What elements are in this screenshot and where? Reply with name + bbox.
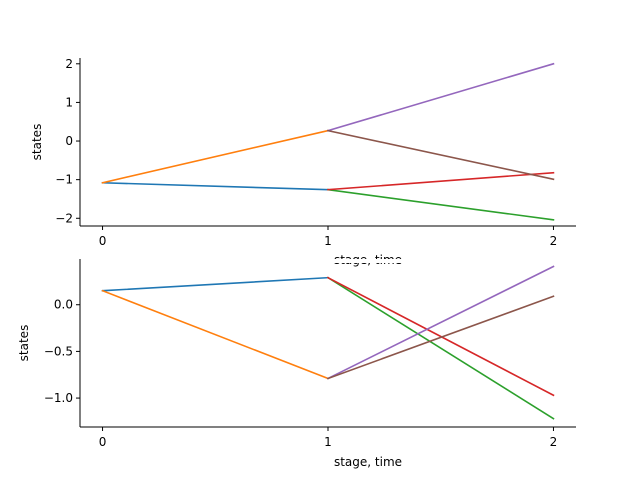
y-tick-label: −2 [55, 211, 73, 225]
series-line-1 [101, 181, 329, 191]
series-line-2 [101, 129, 329, 184]
y-tick-label: −1.0 [44, 391, 73, 405]
x-tick-label: 1 [324, 234, 332, 248]
series-line-6 [326, 295, 555, 380]
series-line-5 [326, 265, 555, 380]
x-tick-label: 0 [99, 435, 107, 449]
x-tick-label: 0 [99, 234, 107, 248]
x-tick-label: 1 [324, 435, 332, 449]
y-tick-label: 0.0 [54, 298, 73, 312]
series-line-4 [327, 171, 555, 191]
y-axis-label: states [30, 124, 44, 161]
series-line-3 [326, 276, 555, 420]
series-line-1 [101, 276, 329, 292]
x-tick-label: 2 [550, 234, 558, 248]
y-tick-label: −1 [55, 173, 73, 187]
series-line-4 [326, 276, 555, 397]
series-line-6 [327, 129, 555, 181]
y-tick-label: 2 [65, 57, 73, 71]
panel-overlap-mask [81, 259, 577, 263]
x-axis-label: stage, time [334, 455, 402, 469]
x-tick-label: 2 [550, 435, 558, 449]
y-tick-label: 0 [65, 134, 73, 148]
series-line-2 [101, 289, 330, 380]
y-tick-label: −0.5 [44, 344, 73, 358]
y-tick-label: 1 [65, 95, 73, 109]
y-axis-label: states [17, 325, 31, 362]
chart-panel-2: 0 1 2 0.0 −0.5 −1.0 stage, time states [17, 259, 576, 469]
series-line-3 [327, 188, 555, 221]
series-line-5 [327, 62, 555, 132]
